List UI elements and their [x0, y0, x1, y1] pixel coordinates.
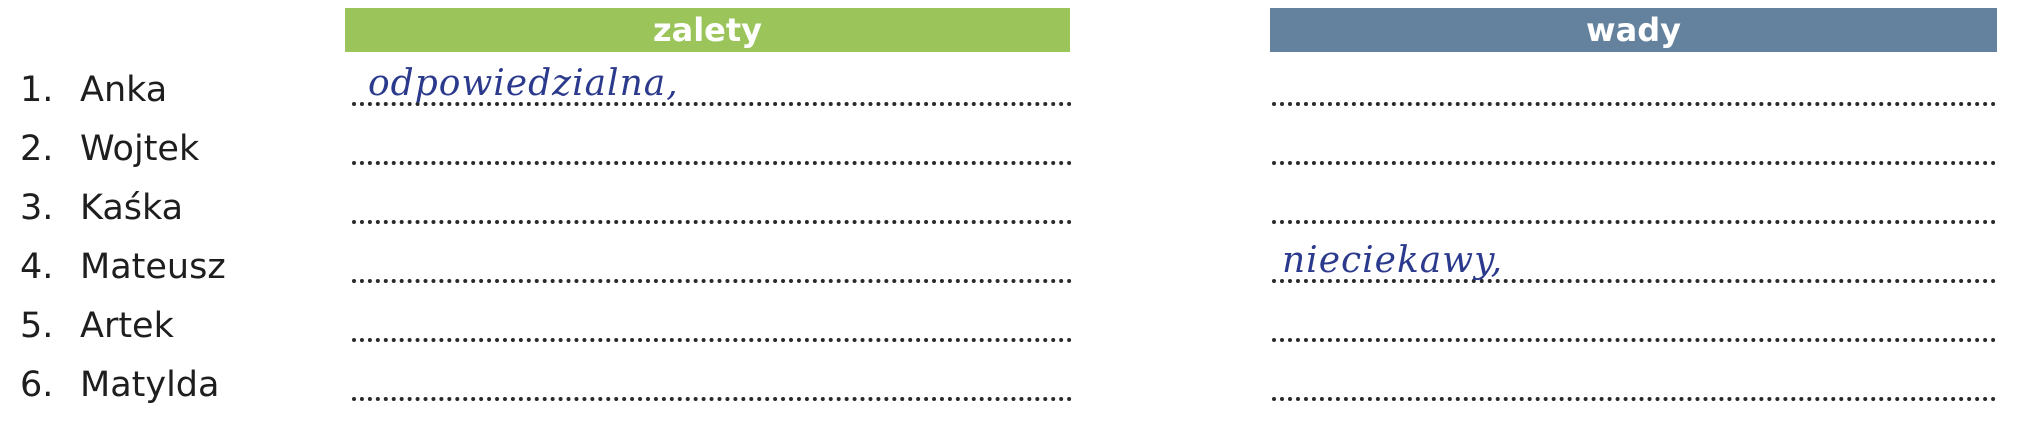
zalety-answer-line[interactable]: [352, 397, 1072, 401]
wady-answer-line[interactable]: [1272, 397, 1996, 401]
worksheet-row: 4. Mateusz nieciekawy,: [0, 237, 2030, 297]
worksheet-row: 6. Matylda: [0, 355, 2030, 415]
wady-answer-line[interactable]: [1272, 102, 1996, 106]
zalety-column-header: zalety: [345, 8, 1070, 52]
wady-answer-line[interactable]: [1272, 161, 1996, 165]
row-name: Mateusz: [80, 247, 226, 287]
row-name: Kaśka: [80, 188, 184, 228]
row-number: 2.: [20, 129, 54, 169]
worksheet-row: 3. Kaśka: [0, 178, 2030, 238]
row-name: Artek: [80, 306, 174, 346]
zalety-answer-line[interactable]: [352, 102, 1072, 106]
zalety-answer-line[interactable]: [352, 161, 1072, 165]
row-name: Anka: [80, 70, 168, 110]
zalety-answer-line[interactable]: [352, 279, 1072, 283]
worksheet-row: 5. Artek: [0, 296, 2030, 356]
wady-answer-line[interactable]: [1272, 279, 1996, 283]
wady-answer-line[interactable]: [1272, 220, 1996, 224]
row-number: 1.: [20, 70, 54, 110]
zalety-handwritten-answer: odpowiedzialna,: [368, 63, 679, 104]
row-name: Wojtek: [80, 129, 200, 169]
row-number: 4.: [20, 247, 54, 287]
wady-handwritten-answer: nieciekawy,: [1282, 240, 1504, 281]
wady-column-header: wady: [1270, 8, 1997, 52]
row-name: Matylda: [80, 365, 220, 405]
worksheet-row: 2. Wojtek: [0, 119, 2030, 179]
row-number: 5.: [20, 306, 54, 346]
row-number: 6.: [20, 365, 54, 405]
worksheet-row: 1. Anka odpowiedzialna,: [0, 60, 2030, 120]
row-number: 3.: [20, 188, 54, 228]
zalety-answer-line[interactable]: [352, 220, 1072, 224]
wady-answer-line[interactable]: [1272, 338, 1996, 342]
zalety-answer-line[interactable]: [352, 338, 1072, 342]
